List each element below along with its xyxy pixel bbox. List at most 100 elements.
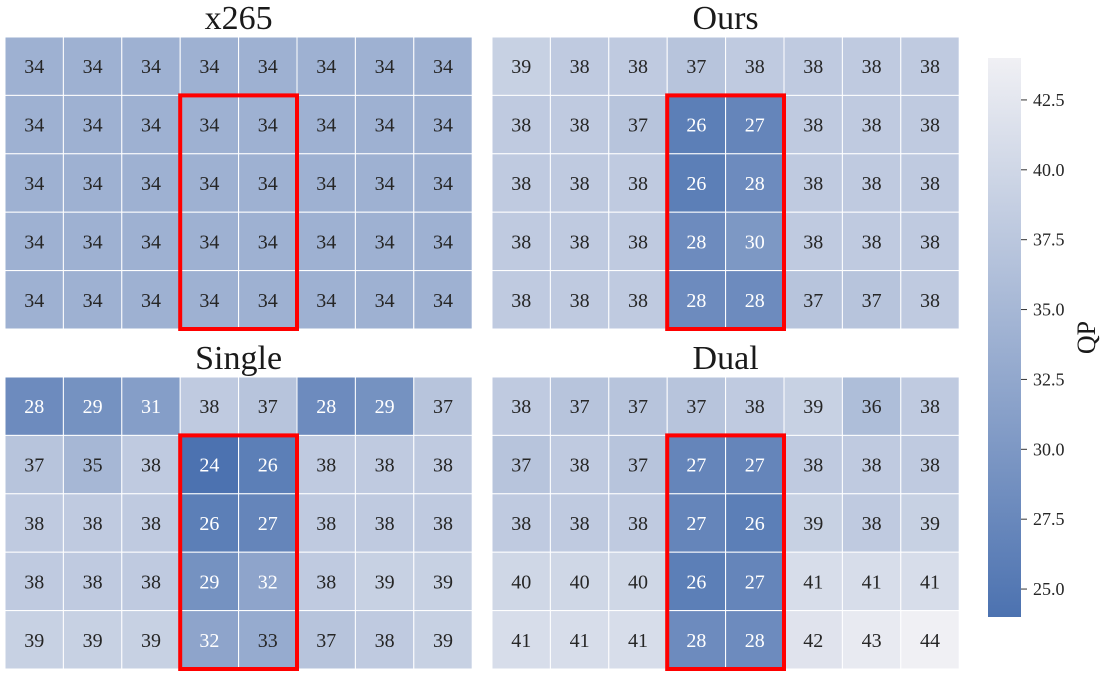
cell-value-label: 34 bbox=[433, 173, 453, 195]
heatmap-cell bbox=[179, 153, 240, 213]
heatmap-cell bbox=[666, 376, 727, 436]
cell-value-label: 38 bbox=[24, 513, 44, 535]
cell-value-label: 41 bbox=[862, 571, 882, 593]
heatmap-cell bbox=[4, 610, 64, 670]
heatmap-cell bbox=[121, 36, 181, 96]
cell-value-label: 41 bbox=[920, 571, 940, 593]
cell-value-label: 41 bbox=[511, 630, 531, 652]
heatmap-cell bbox=[121, 551, 181, 612]
cell-value-label: 38 bbox=[745, 396, 765, 418]
cell-value-label: 34 bbox=[258, 115, 278, 137]
cell-value-label: 30 bbox=[745, 231, 765, 253]
cell-value-label: 38 bbox=[433, 455, 453, 477]
cell-value-label: 34 bbox=[83, 56, 103, 78]
cell-value-label: 38 bbox=[862, 173, 882, 195]
cell-value-label: 28 bbox=[686, 231, 706, 253]
cell-value-label: 37 bbox=[628, 455, 648, 477]
cell-value-label: 35 bbox=[83, 455, 103, 477]
cell-value-label: 34 bbox=[24, 231, 44, 253]
cell-value-label: 34 bbox=[316, 115, 336, 137]
cell-value-label: 38 bbox=[862, 115, 882, 137]
heatmap-cell bbox=[608, 610, 668, 670]
cell-value-label: 27 bbox=[258, 513, 278, 535]
cell-value-label: 38 bbox=[141, 571, 161, 593]
heatmap-cell bbox=[725, 94, 785, 155]
highlight-box bbox=[178, 93, 299, 332]
cell-value-label: 28 bbox=[24, 396, 44, 418]
heatmap-cell bbox=[179, 610, 240, 670]
colorbar-tick-label: 30.0 bbox=[1033, 439, 1065, 459]
cell-value-label: 37 bbox=[316, 630, 336, 652]
cell-value-label: 39 bbox=[141, 630, 161, 652]
cell-value-label: 34 bbox=[141, 173, 161, 195]
cell-value-label: 38 bbox=[570, 290, 590, 312]
cell-value-label: 38 bbox=[628, 56, 648, 78]
heatmap-cell bbox=[121, 376, 181, 436]
cell-value-label: 38 bbox=[570, 513, 590, 535]
cell-value-label: 38 bbox=[83, 513, 103, 535]
heatmap-cell bbox=[783, 493, 843, 553]
cell-value-label: 29 bbox=[375, 396, 395, 418]
heatmap-cell bbox=[725, 36, 785, 96]
heatmap-cell bbox=[900, 434, 960, 495]
cell-value-label: 29 bbox=[199, 571, 219, 593]
heatmap-cell bbox=[179, 211, 240, 272]
heatmap-cell bbox=[179, 493, 240, 553]
heatmap-cell bbox=[725, 376, 785, 436]
colorbar-tick-label: 40.0 bbox=[1033, 160, 1065, 180]
cell-value-label: 38 bbox=[24, 571, 44, 593]
cell-value-label: 38 bbox=[920, 231, 940, 253]
cell-value-label: 34 bbox=[258, 56, 278, 78]
cell-value-label: 34 bbox=[24, 115, 44, 137]
heatmap-cell bbox=[841, 434, 902, 495]
heatmap-cell bbox=[549, 551, 610, 612]
heatmap-cell bbox=[4, 551, 64, 612]
heatmap-cell bbox=[296, 434, 356, 495]
cell-value-label: 26 bbox=[258, 455, 278, 477]
heatmap-cell bbox=[296, 493, 356, 553]
cell-value-label: 34 bbox=[141, 115, 161, 137]
cell-value-label: 24 bbox=[199, 455, 219, 477]
cell-value-label: 38 bbox=[862, 513, 882, 535]
cell-value-label: 38 bbox=[862, 455, 882, 477]
cell-value-label: 38 bbox=[511, 173, 531, 195]
cell-value-label: 37 bbox=[803, 290, 823, 312]
cell-value-label: 34 bbox=[141, 56, 161, 78]
heatmap-cell bbox=[608, 434, 668, 495]
cell-value-label: 38 bbox=[628, 513, 648, 535]
heatmap-cell bbox=[354, 434, 415, 495]
heatmap-cell bbox=[900, 36, 960, 96]
heatmap-cell bbox=[413, 153, 473, 213]
heatmap-cell bbox=[491, 551, 551, 612]
heatmap-cell bbox=[900, 493, 960, 553]
cell-value-label: 34 bbox=[141, 231, 161, 253]
heatmap-cell bbox=[725, 493, 785, 553]
heatmap-cell bbox=[783, 610, 843, 670]
cell-value-label: 28 bbox=[745, 290, 765, 312]
heatmap-cell bbox=[841, 376, 902, 436]
heatmap-panel-dual: Dual 38 37 37 37 38 39 36 38 37 38 37 27 27 38 38 38 38 38… bbox=[491, 340, 960, 671]
cell-value-label: 38 bbox=[628, 231, 648, 253]
heatmap-cell bbox=[491, 376, 551, 436]
colorbar-label: QP bbox=[1072, 321, 1101, 354]
cell-value-label: 39 bbox=[24, 630, 44, 652]
cell-value-label: 34 bbox=[83, 290, 103, 312]
cell-value-label: 38 bbox=[375, 513, 395, 535]
heatmap-cell bbox=[491, 36, 551, 96]
cell-value-label: 34 bbox=[433, 231, 453, 253]
cell-value-label: 39 bbox=[433, 630, 453, 652]
heatmap-cell bbox=[238, 153, 298, 213]
cell-value-label: 32 bbox=[258, 571, 278, 593]
cell-value-label: 29 bbox=[83, 396, 103, 418]
heatmap-panel-ours: Ours 39 38 38 37 38 38 38 38 38 38 37 26 27 38 38 38 38 38… bbox=[491, 0, 960, 332]
heatmap-cell bbox=[783, 434, 843, 495]
cell-value-label: 38 bbox=[745, 56, 765, 78]
cell-value-label: 38 bbox=[570, 115, 590, 137]
cell-value-label: 34 bbox=[258, 173, 278, 195]
heatmap-cell bbox=[666, 36, 727, 96]
heatmap-cell bbox=[549, 493, 610, 553]
cell-value-label: 34 bbox=[83, 231, 103, 253]
cell-value-label: 40 bbox=[511, 571, 531, 593]
cell-value-label: 38 bbox=[920, 290, 940, 312]
